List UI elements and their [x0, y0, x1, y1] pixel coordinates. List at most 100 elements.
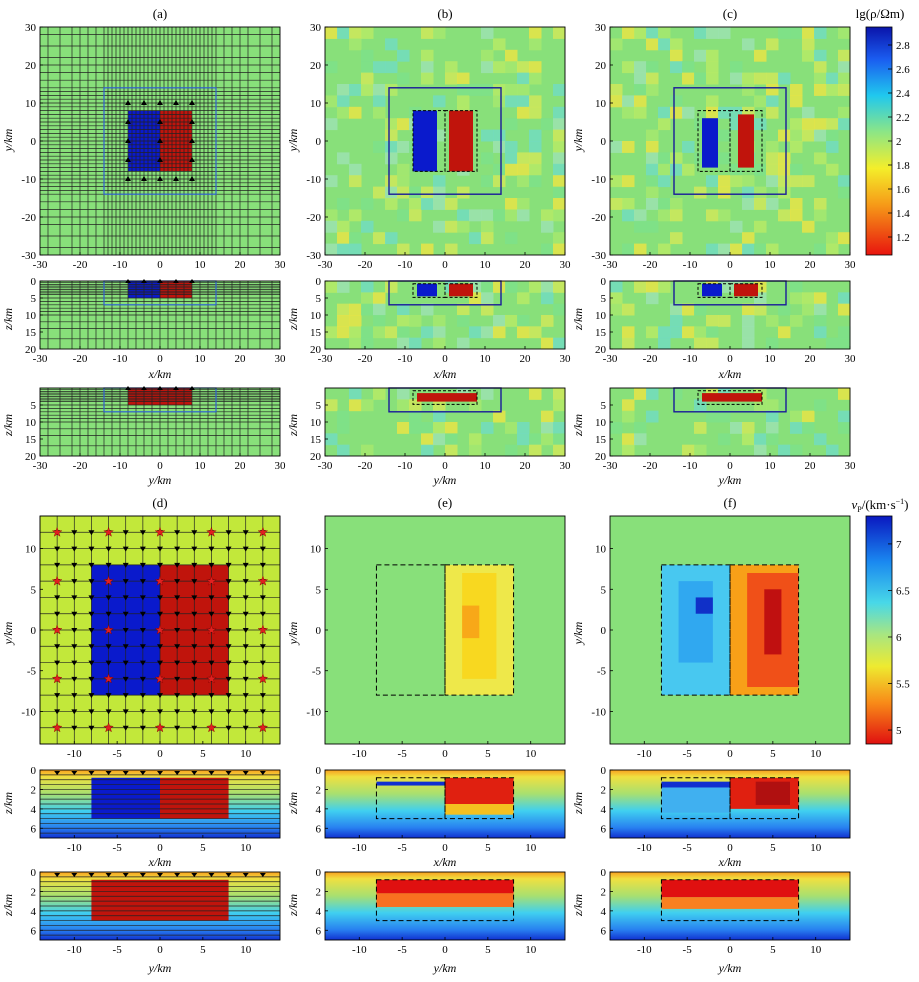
source-marker: [257, 673, 269, 684]
panel-b-xz-xtick-label-2: -10: [398, 353, 413, 365]
panel-d-xz-ztick-label-2: 4: [31, 804, 37, 816]
panel-e-plan-xtick-label-1: -5: [398, 748, 408, 760]
receiver-marker: [259, 709, 266, 715]
panel-c-noise-cell: [730, 163, 743, 176]
panel-d-yz-xtick-label-4: 10: [240, 944, 252, 956]
panel-c-noise-cell: [706, 175, 719, 188]
panel-title-a: (a): [153, 6, 167, 21]
panel-b-yz-noise-cell: [505, 444, 518, 457]
panel-c-xz-noise-cell: [790, 292, 803, 305]
panel-b-xz-noise-cell: [349, 315, 362, 327]
colorbar-vel-label-3: 5.5: [896, 679, 910, 691]
station-marker: [189, 157, 195, 162]
panel-c-noise-cell: [718, 106, 731, 119]
panel-c-noise-cell: [778, 163, 791, 176]
panel-b-noise-cell: [553, 84, 566, 96]
panel-b-noise-cell: [409, 198, 422, 210]
panel-c-noise-cell: [814, 49, 827, 62]
panel-a-yz-xtick-label-1: -20: [73, 460, 88, 472]
panel-b-yz-noise-cell: [481, 422, 494, 434]
panel-b-noise-cell: [517, 72, 530, 85]
panel-c-noise-cell: [766, 163, 779, 176]
panel-b-plan-ytick-label-5: 20: [310, 60, 322, 72]
source-marker: [103, 575, 114, 586]
panel-d-xz-low: [91, 777, 160, 819]
panel-b-yz-noise-cell: [469, 444, 482, 457]
panel-f-xz-low: [661, 787, 730, 813]
ylabel-e-bottom: y/km: [433, 961, 457, 975]
panel-b-yz-noise-cell: [325, 399, 338, 412]
panel-c-xz-high: [734, 283, 758, 297]
panel-d-yz-high: [91, 879, 229, 921]
panel-f-plan-xtick-label-0: -10: [637, 748, 652, 760]
panel-d-plan-ytick-label-3: -5: [27, 666, 37, 678]
panel-f-true-low-outline: [660, 564, 731, 696]
panel-c-noise-cell: [814, 118, 827, 131]
panel-c-noise-cell: [670, 61, 683, 74]
panel-f-xz-true-high: [729, 777, 800, 820]
receiver-marker: [105, 546, 112, 552]
panel-c-noise-cell: [778, 175, 791, 188]
panel-b-xz-noise-cell: [541, 315, 554, 327]
receiver-marker: [157, 546, 163, 552]
panel-b-noise-cell: [505, 49, 518, 62]
receiver-marker: [225, 693, 232, 699]
panel-b-xz-ztick-label-0: 0: [316, 276, 322, 288]
panel-b-xz-noise-cell: [493, 281, 506, 293]
panel-b-xz-noise-cell: [325, 326, 338, 339]
panel-b-noise-cell: [337, 95, 350, 108]
receiver-marker: [54, 562, 61, 568]
panel-c-xz-noise-cell: [802, 303, 815, 316]
panel-f-plan: [609, 515, 851, 745]
panel-c-xz-noise-cell: [682, 303, 695, 316]
panel-e-xz-xtick-label-4: 10: [525, 842, 537, 854]
panel-c-xz-noise-cell: [814, 326, 827, 339]
panel-a-plan: [39, 26, 281, 256]
receiver-marker: [54, 660, 61, 666]
panel-c-noise-cell: [754, 118, 767, 131]
source-marker: [51, 722, 63, 733]
panel-c-xz-noise-cell: [622, 337, 635, 350]
panel-c-noise-cell: [622, 175, 635, 188]
panel-c-noise-cell: [826, 72, 839, 85]
receiver-marker: [259, 611, 266, 617]
panel-b-xz-low: [417, 283, 437, 297]
panel-b-recovered-low: [413, 110, 437, 172]
panel-b-noise-cell: [541, 209, 554, 222]
panel-b-yz-noise-cell: [421, 444, 434, 457]
panel-b-noise-cell: [457, 84, 470, 96]
panel-c-noise-cell: [718, 186, 731, 199]
station-marker: [157, 176, 163, 181]
panel-c-noise-cell: [838, 118, 851, 131]
panel-f-plan-xtick-label-4: 10: [810, 748, 822, 760]
panel-e-yz-high: [376, 879, 514, 894]
panel-c-yz-noise-cell: [646, 388, 659, 400]
panel-c-noise-cell: [838, 186, 851, 199]
panel-b-xz-noise-cell: [361, 292, 374, 305]
panel-d-xz-ztick-label-1: 2: [31, 784, 37, 796]
panel-f-xz-xtick-label-0: -10: [637, 842, 652, 854]
panel-b-noise-cell: [553, 27, 566, 39]
receiver-marker: [225, 676, 232, 682]
panel-c-noise-cell: [778, 186, 791, 199]
source-marker: [154, 722, 166, 733]
panel-c-noise-cell: [670, 232, 683, 245]
panel-c-xz-noise-cell: [694, 326, 707, 339]
receiver-marker: [225, 660, 232, 666]
panel-f-xz-high-core: [755, 781, 790, 805]
panel-b-yz-xtick-label-3: 0: [442, 460, 448, 472]
panel-c-noise-cell: [778, 152, 791, 165]
panel-b-noise-cell: [553, 106, 566, 119]
receiver-marker: [105, 660, 112, 666]
panel-b-noise-cell: [505, 61, 518, 74]
panel-d-plan-xtick-label-1: -5: [113, 748, 123, 760]
panel-e-xz-xtick-label-0: -10: [352, 842, 367, 854]
receiver-marker: [157, 660, 163, 666]
panel-c-noise-cell: [826, 232, 839, 245]
panel-b-yz-noise-cell: [529, 388, 542, 400]
panel-c-noise-cell: [826, 141, 839, 153]
panel-c-noise-cell: [826, 118, 839, 131]
panel-b-noise-cell: [445, 61, 458, 74]
panel-b-xz-noise-cell: [541, 337, 554, 350]
panel-f-xz-low-top: [661, 781, 730, 788]
